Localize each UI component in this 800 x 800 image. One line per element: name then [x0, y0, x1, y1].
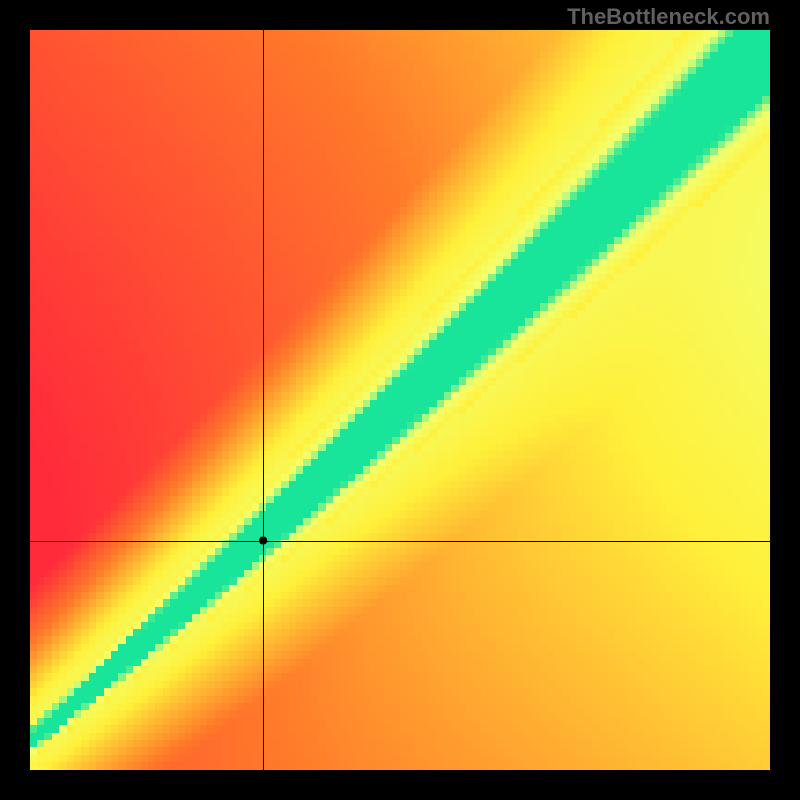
chart-container: TheBottleneck.com: [0, 0, 800, 800]
bottleneck-heatmap: [30, 30, 770, 770]
watermark-text: TheBottleneck.com: [567, 4, 770, 30]
